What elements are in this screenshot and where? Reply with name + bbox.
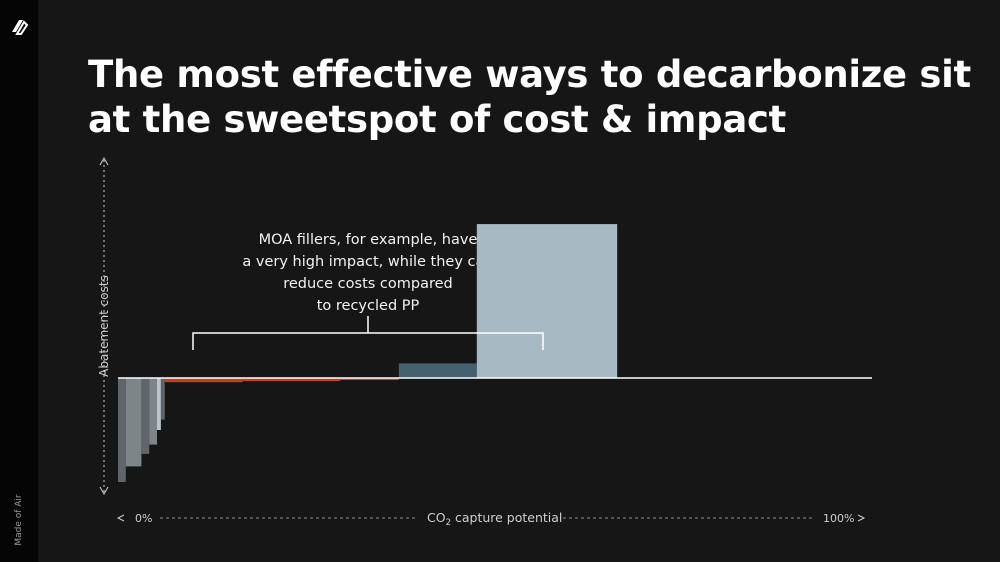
chart-bar-bar-2 — [125, 378, 142, 467]
chart-bar-moa-filler-3 — [340, 378, 399, 381]
sidebar: Made of Air — [0, 0, 38, 562]
x-axis-label: CO2 capture potential — [427, 510, 562, 528]
x-axis-arrowhead-right-icon — [857, 514, 866, 522]
title-line-2: at the sweetspot of cost & impact — [88, 98, 787, 141]
made-of-air-logo-icon — [12, 20, 29, 35]
title-line-1: The most effective ways to decarbonize s… — [88, 53, 971, 96]
chart-bar-bar-5 — [157, 378, 161, 430]
chart-bar-moa-filler-2 — [242, 378, 341, 382]
callout-text: MOA fillers, for example, have a very hi… — [218, 229, 518, 317]
x-axis-arrowhead-left-icon — [116, 514, 125, 522]
annotation-bracket — [192, 316, 544, 350]
chart-bar-bar-1 — [118, 378, 126, 482]
chart-bar-bar-6 — [160, 378, 165, 420]
bars-group — [118, 224, 618, 482]
callout-line-2: a very high impact, while they can — [242, 254, 494, 270]
callout-line-1: MOA fillers, for example, have — [258, 232, 478, 248]
chart-bar-bar-recycled — [398, 363, 477, 378]
chart-bar-bar-4 — [149, 378, 157, 445]
callout-line-3: reduce costs compared — [283, 276, 453, 292]
x-tick-left: 0% — [135, 512, 152, 525]
page-title: The most effective ways to decarbonize s… — [88, 52, 971, 142]
chart-bar-moa-filler-1 — [164, 378, 243, 383]
y-axis-arrowhead-down-icon — [99, 486, 109, 496]
y-axis-arrowhead-up-icon — [99, 156, 109, 166]
x-tick-right: 100% — [823, 512, 854, 525]
chart-bar-bar-large — [476, 224, 618, 378]
chart-bar-bar-3 — [141, 378, 150, 454]
callout-line-4: to recycled PP — [316, 298, 420, 314]
y-axis-label: Abatement costs — [97, 275, 111, 377]
